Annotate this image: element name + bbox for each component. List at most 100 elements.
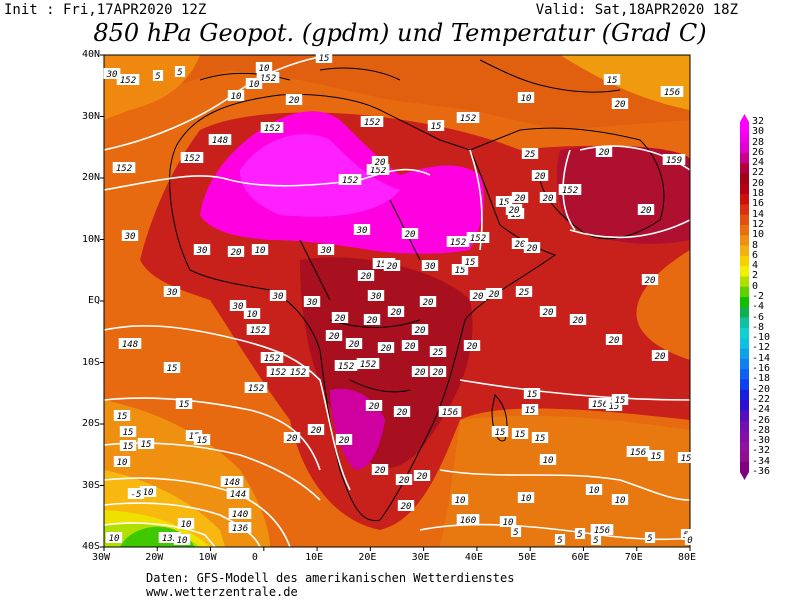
legend-value: -12 — [752, 342, 771, 354]
contour-value-label: 144 — [230, 490, 246, 500]
legend-value: 18 — [752, 188, 765, 200]
contour-value-label: 15 — [515, 430, 526, 440]
contour-value-label: 10 — [589, 486, 600, 496]
legend-value: -24 — [752, 404, 771, 416]
contour-value-label: 10 — [117, 458, 128, 468]
contour-value-label: 152 — [260, 74, 276, 84]
contour-value-label: 15 — [141, 440, 152, 450]
longitude-label: 0 — [251, 552, 258, 563]
legend-value: 26 — [752, 146, 765, 158]
contour-value-label: 152 — [250, 326, 266, 336]
contour-value-label: 20 — [369, 402, 380, 412]
value-label-box — [463, 340, 481, 351]
geopotential-contours — [104, 55, 690, 547]
value-label-box — [180, 152, 204, 163]
legend-swatch — [740, 276, 749, 288]
value-label-box — [260, 352, 284, 363]
contour-value-label: 10 — [249, 80, 260, 90]
latitude-label: 40S — [81, 541, 100, 552]
contour-value-label: 156 — [442, 408, 458, 418]
longitude-label: 30W — [92, 552, 111, 563]
value-label-box — [255, 62, 273, 73]
contour-value-label: 20 — [387, 262, 398, 272]
value-label-box — [605, 400, 623, 411]
value-label-box — [511, 192, 529, 203]
contour-value-label: 156 — [592, 400, 608, 410]
value-label-box — [499, 516, 517, 527]
contour-value-label: 15 — [167, 364, 178, 374]
value-label-box — [523, 242, 541, 253]
value-label-box — [684, 534, 696, 545]
legend-swatch — [740, 286, 749, 298]
legend-value: -36 — [752, 466, 771, 477]
contour-value-label: 132 — [162, 534, 178, 544]
value-label-box — [315, 52, 333, 63]
contour-value-label: 20 — [473, 292, 484, 302]
legend-value: 24 — [752, 157, 765, 169]
legend-swatch — [740, 317, 749, 329]
contour-value-label: 25 — [525, 150, 536, 160]
contour-value-label: 20 — [543, 194, 554, 204]
contour-value-label: 5 — [593, 536, 598, 546]
value-label-box — [660, 86, 684, 97]
value-label-box — [397, 500, 415, 511]
contour-value-label: 20 — [397, 408, 408, 418]
value-label-box — [283, 432, 301, 443]
value-label-box — [158, 532, 182, 543]
contour-value-label: 20 — [573, 316, 584, 326]
contour-value-label: 20 — [399, 476, 410, 486]
contour-value-label: 20 — [311, 426, 322, 436]
value-label-box — [367, 290, 385, 301]
value-label-box — [427, 120, 445, 131]
legend-swatch — [740, 224, 749, 236]
contour-value-label: 10 — [503, 518, 514, 528]
value-label-box — [345, 338, 363, 349]
data-source: Daten: GFS-Modell des amerikanischen Wet… — [146, 571, 515, 585]
longitude-label: 40E — [464, 552, 483, 563]
value-label-box — [510, 526, 522, 537]
contour-value-label: 30 — [424, 262, 436, 272]
legend-swatch — [740, 122, 749, 133]
value-label-box — [590, 534, 602, 545]
contour-value-label: 10 — [181, 520, 192, 530]
contour-value-label: 20 — [515, 240, 526, 250]
legend-value: -4 — [752, 301, 765, 313]
legend-value: -2 — [752, 291, 765, 302]
value-label-box — [511, 428, 529, 439]
value-label-box — [266, 366, 290, 377]
contour-value-label: 20 — [405, 342, 416, 352]
legend-swatch — [740, 132, 749, 144]
contour-value-label: 20 — [381, 344, 392, 354]
value-label-box — [387, 306, 405, 317]
legend-swatch — [740, 173, 749, 185]
value-label-box — [113, 456, 131, 467]
legend-top-arrow — [740, 114, 749, 122]
contour-value-label: 20 — [401, 502, 412, 512]
contour-value-label: 30 — [370, 292, 382, 302]
legend-bottom-arrow — [740, 472, 749, 480]
contour-value-label: 20 — [335, 314, 346, 324]
contour-value-label: 20 — [405, 230, 416, 240]
legend-value: 4 — [752, 260, 759, 272]
legend-swatch — [740, 461, 749, 473]
value-label-box — [285, 94, 303, 105]
legend-swatch — [740, 235, 749, 247]
contour-value-label: 30 — [196, 246, 208, 256]
value-label-box — [325, 330, 343, 341]
legend-swatch — [740, 255, 749, 267]
contour-value-label: 152 — [360, 360, 376, 370]
legend-swatch — [740, 163, 749, 174]
contour-value-label: 30 — [232, 302, 244, 312]
value-label-box — [377, 342, 395, 353]
legend-value: -16 — [752, 363, 771, 375]
legend-value: -34 — [752, 455, 771, 467]
legend-swatch — [740, 441, 749, 452]
contour-value-label: 30 — [356, 226, 368, 236]
value-label-box — [256, 72, 280, 83]
contour-value-label: 20 — [489, 290, 500, 300]
contour-value-label: 25 — [519, 288, 530, 298]
contour-value-label: 30 — [320, 246, 332, 256]
legend-swatch — [740, 358, 749, 370]
legend-swatch — [740, 369, 749, 380]
